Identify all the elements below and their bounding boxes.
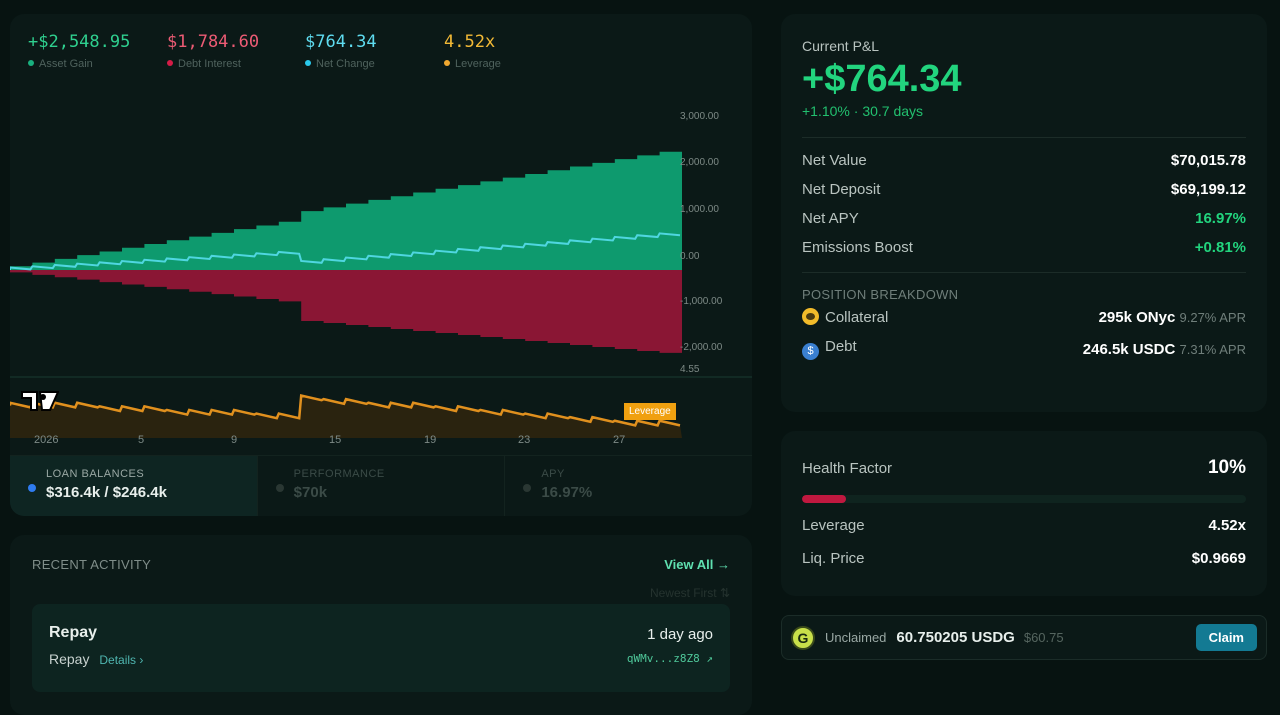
details-link[interactable]: Details › xyxy=(99,653,144,667)
tx-link[interactable]: qWMv...z8Z8 ↗ xyxy=(626,652,713,665)
emissions-boost-row: Emissions Boost +0.81% xyxy=(802,239,1246,256)
y-tick: 0.00 xyxy=(680,251,700,262)
net-apy-row: Net APY 16.97% xyxy=(802,210,1246,227)
y-tick: 2,000.00 xyxy=(680,157,719,168)
series-line-net-change xyxy=(10,232,681,271)
pnl-title: Current P&L xyxy=(802,38,880,54)
leverage-badge: Leverage xyxy=(624,403,676,420)
net-deposit-row: Net Deposit $69,199.12 xyxy=(802,181,1246,198)
activity-item[interactable]: Repay Repay Details › 1 day ago qWMv...z… xyxy=(32,604,730,692)
activity-title: RECENT ACTIVITY xyxy=(32,557,152,572)
tab-loan-balances[interactable]: LOAN BALANCES $316.4k / $246.4k xyxy=(10,456,258,516)
pnl-summary-card: Current P&L +$764.34 +1.10% · 30.7 days … xyxy=(781,14,1267,412)
leverage-axis-label: 4.55 xyxy=(680,364,700,375)
x-tick: 5 xyxy=(138,434,145,446)
recent-activity-card: RECENT ACTIVITY View All → Newest First … xyxy=(10,535,752,715)
health-card: Health Factor 10% Leverage 4.52x Liq. Pric… xyxy=(781,431,1267,596)
usdc-token-icon: $ xyxy=(802,343,819,360)
health-factor-fill xyxy=(802,495,847,503)
tab-apy[interactable]: APY 16.97% xyxy=(505,456,752,516)
x-tick: 27 xyxy=(613,434,626,446)
pnl-chart-card: +$2,548.95 Asset Gain $1,784.60 Debt Inter… xyxy=(10,14,752,516)
chart-plot[interactable] xyxy=(10,99,752,444)
breakdown-title: POSITION BREAKDOWN xyxy=(802,287,959,302)
y-tick: 1,000.00 xyxy=(680,204,719,215)
usdg-token-icon: G xyxy=(791,625,815,650)
tab-performance[interactable]: PERFORMANCE $70k xyxy=(258,456,506,516)
leverage-area xyxy=(10,395,682,438)
unclaimed-amount: 60.750205 USDG xyxy=(896,629,1015,646)
unclaimed-rewards-bar: G Unclaimed 60.750205 USDG $60.75 Claim xyxy=(781,615,1267,660)
claim-button[interactable]: Claim xyxy=(1195,624,1257,651)
series-area-debt-interest xyxy=(10,270,682,353)
onyc-token-icon xyxy=(802,308,819,325)
net-value-row: Net Value $70,015.78 xyxy=(802,152,1246,169)
tradingview-logo-icon xyxy=(21,390,60,417)
legend-asset-gain: +$2,548.95 Asset Gain xyxy=(28,32,131,70)
sort-toggle[interactable]: Newest First ⇅ xyxy=(649,586,730,600)
series-line-leverage xyxy=(10,393,681,427)
view-all-link[interactable]: View All → xyxy=(664,557,730,572)
collateral-row: Collateral 295k ONyc 9.27% APR xyxy=(802,308,1246,326)
liq-price-row: Liq. Price $0.9669 xyxy=(802,550,1246,567)
external-link-icon: ↗ xyxy=(706,652,713,665)
y-tick: -1,000.00 xyxy=(680,296,723,307)
legend-net-change: $764.34 Net Change xyxy=(305,32,377,70)
health-factor-bar xyxy=(802,495,1246,503)
y-tick: -2,000.00 xyxy=(680,342,723,353)
x-tick: 19 xyxy=(424,434,437,446)
series-area-asset-gain xyxy=(10,151,682,270)
x-tick: 23 xyxy=(518,434,531,446)
legend-debt-interest: $1,784.60 Debt Interest xyxy=(167,32,260,70)
x-tick: 9 xyxy=(231,434,238,446)
health-factor-row: Health Factor 10% xyxy=(802,457,1246,478)
y-tick: 3,000.00 xyxy=(680,111,719,122)
leverage-row: Leverage 4.52x xyxy=(802,517,1246,534)
pnl-change: +1.10% · 30.7 days xyxy=(802,103,924,119)
debt-row: $ Debt 246.5k USDC 7.31% APR xyxy=(802,338,1246,360)
legend-leverage: 4.52x Leverage xyxy=(444,32,501,70)
x-tick: 2026 xyxy=(34,434,59,446)
pnl-value: +$764.34 xyxy=(802,58,962,100)
x-tick: 15 xyxy=(329,434,342,446)
stat-tabs: LOAN BALANCES $316.4k / $246.4k PERFORMAN… xyxy=(10,455,752,516)
